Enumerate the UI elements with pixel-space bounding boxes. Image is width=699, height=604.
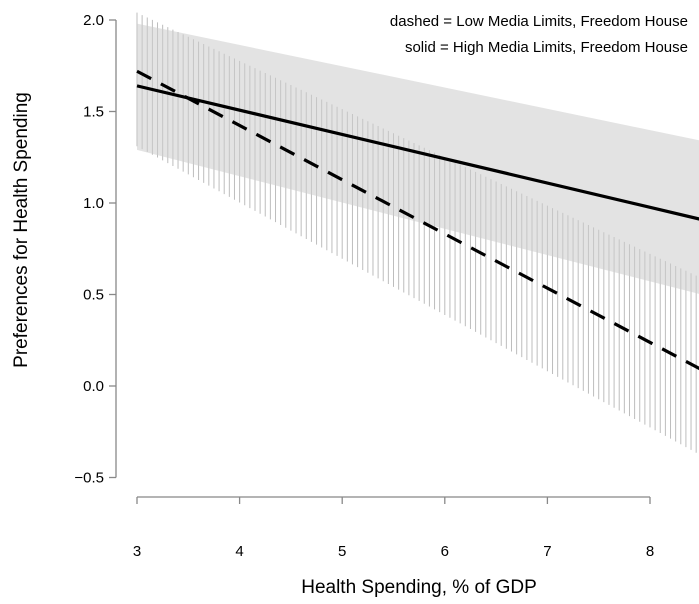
series-lines bbox=[136, 69, 699, 371]
legend-entry-dashed: dashed = Low Media Limits, Freedom House bbox=[390, 13, 688, 30]
x-axis-label: Health Spending, % of GDP bbox=[301, 577, 537, 598]
x-tick-label: 5 bbox=[338, 543, 346, 560]
axes: 2.0 1.5 1.0 0.5 0.0 −0.5 3 4 5 6 7 8 bbox=[74, 12, 654, 560]
y-tick-label: 0.5 bbox=[83, 287, 104, 304]
x-tick-label: 8 bbox=[646, 543, 654, 560]
x-tick-label: 4 bbox=[235, 543, 243, 560]
confidence-bands bbox=[136, 12, 699, 453]
x-tick-label: 7 bbox=[543, 543, 551, 560]
y-axis-label: Preferences for Health Spending bbox=[11, 92, 32, 368]
x-tick-label: 3 bbox=[133, 543, 141, 560]
confidence-band-solid bbox=[137, 23, 699, 294]
y-tick-label: 0.0 bbox=[83, 378, 104, 395]
series-line-solid bbox=[136, 84, 699, 221]
legend-entry-solid: solid = High Media Limits, Freedom House bbox=[405, 39, 688, 56]
x-tick-label: 6 bbox=[441, 543, 449, 560]
y-tick-label: −0.5 bbox=[74, 470, 104, 487]
y-tick-label: 1.5 bbox=[83, 104, 104, 121]
y-tick-label: 1.0 bbox=[83, 195, 104, 212]
y-tick-label: 2.0 bbox=[83, 12, 104, 29]
